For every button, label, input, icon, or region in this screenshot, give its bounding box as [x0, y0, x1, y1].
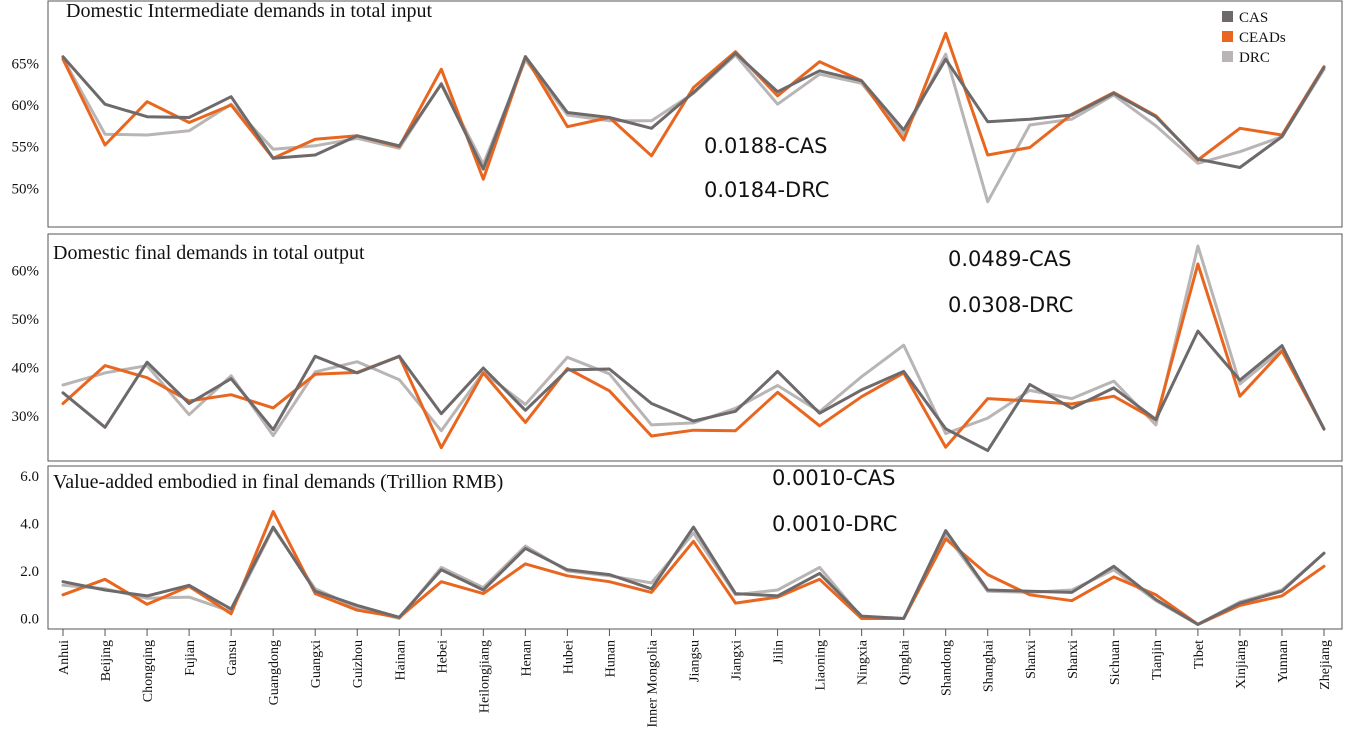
panel-frame-1	[47, 0, 1343, 228]
panel-frame-2	[47, 233, 1343, 462]
legend-label-cas: CAS	[1239, 10, 1268, 26]
x-tick-label-zhejiang: Zhejiang	[1318, 640, 1333, 690]
x-tick-label-hebei: Hebei	[435, 640, 450, 674]
series-line-ceads	[61, 262, 1326, 450]
x-tick-label-jiangxi: Jiangxi	[730, 640, 745, 681]
y-tick-label: 50%	[12, 181, 40, 197]
panel-title-1: Domestic Intermediate demands in total i…	[66, 0, 432, 22]
legend-label-drc: DRC	[1239, 50, 1270, 66]
y-tick-label: 40%	[12, 361, 40, 377]
x-tick-label-tibet: Tibet	[1192, 640, 1207, 669]
panel-frame-3	[47, 465, 1343, 630]
x-tick-label-heilongjiang: Heilongjiang	[477, 640, 492, 713]
y-tick-label: 60%	[12, 263, 40, 279]
x-tick-label-jilin: Jilin	[772, 640, 787, 664]
series-line-cas	[61, 525, 1326, 626]
y-tick-label: 65%	[12, 56, 40, 72]
y-tick-label: 4.0	[20, 517, 39, 533]
x-tick-label-guangdong: Guangdong	[267, 640, 282, 705]
panel-title-3: Value-added embodied in final demands (T…	[53, 471, 503, 493]
y-tick-label: 2.0	[20, 564, 39, 580]
y-tick-label: 60%	[12, 98, 40, 114]
x-tick-label-henan: Henan	[519, 640, 534, 677]
x-tick-label-anhui: Anhui	[57, 640, 72, 675]
x-tick-label-jiangsu: Jiangsu	[688, 640, 703, 682]
legend-swatch-ceads	[1222, 31, 1233, 42]
x-tick-label-beijing: Beijing	[99, 640, 114, 681]
x-tick-label-sichuan: Sichuan	[1108, 640, 1123, 685]
correlation-annotation: 0.0308-DRC	[948, 293, 1073, 317]
x-tick-label-hainan: Hainan	[393, 640, 408, 680]
correlation-annotation: 0.0010-DRC	[772, 512, 897, 536]
x-tick-label-ningxia: Ningxia	[856, 639, 871, 685]
x-tick-label-liaoning: Liaoning	[814, 640, 829, 691]
y-tick-label: 50%	[12, 312, 40, 328]
x-tick-label-fujian: Fujian	[183, 640, 198, 676]
correlation-annotation: 0.0188-CAS	[704, 134, 827, 158]
y-tick-label: 6.0	[20, 469, 39, 485]
legend-swatch-cas	[1222, 11, 1233, 22]
legend-label-ceads: CEADs	[1239, 30, 1286, 46]
series-line-drc	[61, 244, 1326, 438]
x-tick-label-shanghai: Shanghai	[982, 640, 997, 692]
correlation-annotation: 0.0010-CAS	[772, 466, 895, 490]
legend-swatch-drc	[1222, 51, 1233, 62]
correlation-annotation: 0.0489-CAS	[948, 247, 1071, 271]
x-tick-label-gansu: Gansu	[225, 640, 240, 676]
series-line-cas	[61, 329, 1326, 453]
series-line-cas	[61, 51, 1326, 171]
y-tick-label: 55%	[12, 140, 40, 156]
x-tick-label-inner-mongolia: Inner Mongolia	[645, 639, 660, 727]
x-tick-label-xinjiang: Xinjiang	[1234, 640, 1249, 689]
y-tick-label: 30%	[12, 409, 40, 425]
x-tick-label-yunnan: Yunnan	[1276, 640, 1291, 683]
x-tick-label-shandong: Shandong	[940, 640, 955, 696]
x-tick-label-shanxi: Shanxi	[1024, 640, 1039, 679]
x-tick-label-shanxi: Shanxi	[1066, 640, 1081, 679]
y-tick-label: 0.0	[20, 612, 39, 628]
panel-title-2: Domestic final demands in total output	[53, 242, 365, 264]
series-line-ceads	[61, 510, 1326, 626]
x-tick-label-tianjin: Tianjin	[1150, 640, 1165, 680]
x-tick-label-hunan: Hunan	[603, 640, 618, 677]
x-tick-label-guangxi: Guangxi	[309, 640, 324, 688]
x-tick-label-qinghai: Qinghai	[898, 640, 913, 685]
x-tick-label-hubei: Hubei	[561, 640, 576, 674]
correlation-annotation: 0.0184-DRC	[704, 178, 829, 202]
x-tick-label-guizhou: Guizhou	[351, 640, 366, 688]
x-tick-label-chongqing: Chongqing	[141, 640, 156, 702]
